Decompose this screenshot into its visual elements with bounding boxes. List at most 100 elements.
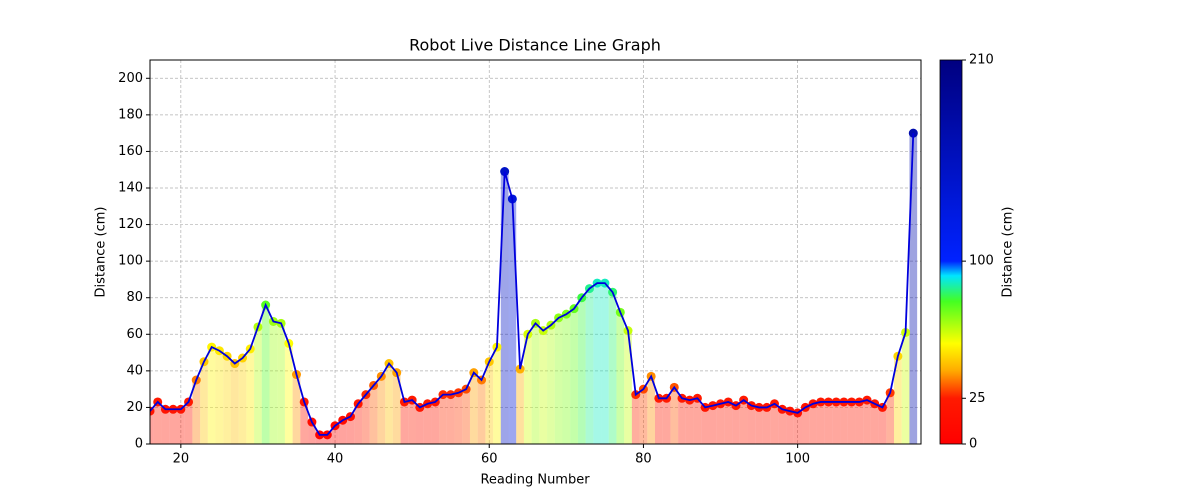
value-bar: [655, 398, 663, 444]
value-bar: [693, 398, 702, 444]
y-tick-label: 80: [126, 290, 143, 305]
colorbar-tick-label: 0: [969, 437, 977, 452]
value-bar: [747, 405, 756, 444]
y-tick-label: 40: [126, 363, 143, 378]
y-tick-label: 100: [118, 254, 143, 269]
value-bar: [816, 401, 825, 444]
value-bar: [354, 403, 363, 444]
value-bar: [547, 325, 555, 444]
value-bar: [716, 403, 725, 444]
value-bar: [832, 401, 841, 444]
y-tick-label: 0: [135, 437, 143, 452]
value-bar: [901, 332, 910, 444]
value-bar: [431, 401, 440, 444]
value-bar: [670, 387, 679, 444]
value-bar: [755, 407, 763, 444]
value-bar: [493, 347, 501, 444]
value-bar: [261, 305, 270, 444]
value-bar: [678, 398, 686, 444]
value-bar: [230, 363, 239, 444]
value-bar: [601, 283, 609, 444]
value-bar: [254, 326, 262, 444]
value-bar: [292, 374, 301, 444]
value-bar: [308, 422, 316, 444]
value-bar: [762, 407, 771, 444]
value-bar: [770, 403, 779, 444]
colorbar-label: Distance (cm): [1001, 207, 1016, 298]
plot-frame: [149, 59, 922, 445]
value-bar: [323, 434, 332, 444]
value-bar: [446, 394, 455, 444]
value-bar: [701, 407, 709, 444]
value-bar: [277, 323, 285, 444]
value-bar: [415, 407, 424, 444]
y-tick-label: 200: [118, 71, 143, 86]
value-bar: [886, 392, 895, 444]
value-bar: [647, 376, 656, 444]
value-bar: [161, 409, 170, 444]
grid: [150, 60, 921, 445]
value-bar: [585, 288, 594, 444]
value-bar: [439, 394, 447, 444]
value-bar: [870, 403, 879, 444]
y-axis-label: Distance (cm): [94, 207, 109, 298]
value-bar: [508, 198, 517, 444]
colorbar-tick-label: 210: [969, 53, 994, 68]
y-tick-label: 160: [118, 144, 143, 159]
value-bar: [801, 407, 810, 444]
value-bar: [153, 401, 162, 444]
value-bar: [331, 425, 339, 444]
value-bar: [169, 409, 177, 444]
x-tick-label: 40: [327, 452, 344, 467]
value-bar: [824, 401, 833, 444]
colorbar: 0 25 100 210: [939, 53, 994, 452]
value-bar: [624, 330, 632, 444]
value-bar: [639, 389, 648, 444]
value-bar: [200, 361, 208, 444]
value-bar: [462, 389, 470, 444]
value-bar: [724, 401, 733, 444]
value-bar: [523, 334, 532, 444]
value-bar: [362, 394, 370, 444]
y-tick-label: 60: [126, 327, 143, 342]
value-bar: [894, 356, 902, 444]
value-bar: [150, 411, 154, 444]
distance-line: [150, 133, 915, 436]
axes: 20 40 60 80 100 0 20 40 60 80 100 120 140 160 180 200: [118, 59, 922, 467]
value-bar: [840, 401, 848, 444]
value-bars: [150, 133, 918, 444]
value-bar: [793, 412, 802, 444]
value-bar: [531, 323, 540, 444]
value-bar: [207, 347, 216, 444]
value-bar: [616, 312, 625, 444]
y-tick-label: 120: [118, 217, 143, 232]
value-bar: [284, 343, 293, 444]
x-tick-label: 20: [173, 452, 190, 467]
value-bar: [593, 283, 602, 444]
value-bar: [778, 409, 787, 444]
value-bar: [269, 321, 278, 444]
value-bar: [878, 407, 887, 444]
value-bar: [238, 358, 247, 444]
value-bar: [423, 403, 432, 444]
x-tick-label: 100: [785, 452, 810, 467]
y-tick-label: 20: [126, 400, 143, 415]
value-bar: [786, 411, 794, 444]
value-bar: [570, 308, 578, 444]
colorbar-scale: [939, 59, 963, 445]
value-bar: [300, 401, 309, 444]
value-bar: [385, 363, 393, 444]
y-tick-label: 140: [118, 181, 143, 196]
y-tick-label: 180: [118, 107, 143, 122]
value-bar: [346, 416, 355, 444]
x-axis-label: Reading Number: [480, 473, 590, 488]
value-bar: [562, 314, 571, 444]
value-bar: [732, 405, 740, 444]
value-bar: [377, 376, 386, 444]
value-bar: [485, 361, 494, 444]
value-bar: [369, 385, 378, 444]
value-bar: [739, 400, 748, 444]
value-bar: [184, 401, 193, 444]
